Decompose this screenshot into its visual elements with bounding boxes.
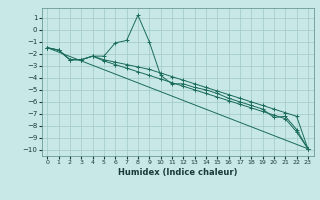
X-axis label: Humidex (Indice chaleur): Humidex (Indice chaleur): [118, 168, 237, 177]
